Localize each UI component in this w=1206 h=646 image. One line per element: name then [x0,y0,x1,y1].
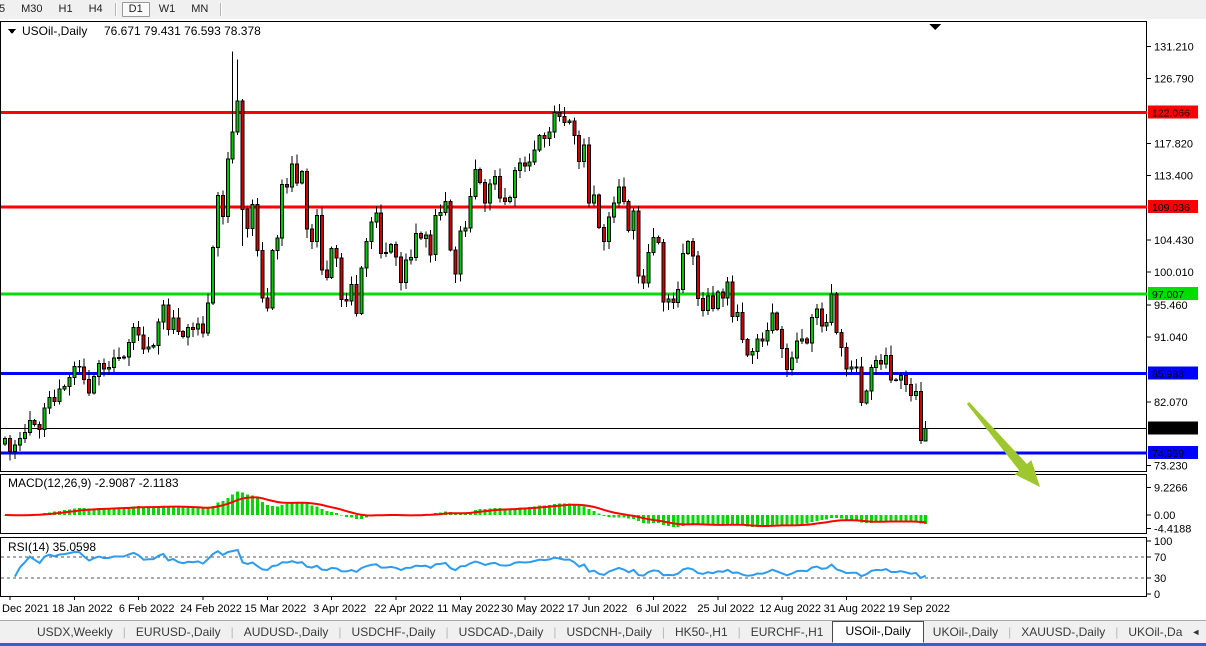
price-tick-label: 73.230 [1154,461,1188,473]
rsi-tick-label: 0 [1154,589,1160,601]
toolbar-separator [220,3,223,16]
tab-separator: | [661,625,665,639]
tab-separator: | [1008,625,1012,639]
date-label: 12 Aug 2022 [759,603,821,615]
tab-usoil-daily[interactable]: USOil-,Daily [832,621,924,643]
price-level-badge-label: 78.378 [1152,423,1184,435]
chart-shift-marker[interactable] [929,24,941,30]
price-tick-label: 131.210 [1154,42,1194,54]
price-tick-label: 100.010 [1154,267,1194,279]
window-bottom-border [0,643,1206,646]
timeframe-5-button[interactable]: 5 [0,3,6,15]
rsi-indicator-label: RSI(14) 35.0598 [8,540,96,554]
price-tick-label: 113.400 [1154,170,1193,182]
tab-separator: | [737,625,741,639]
price-level-badge-label: 85.988 [1152,368,1184,380]
chart-title-ohlc: 76.671 79.431 76.593 78.378 [104,24,261,38]
price-tick-label: 117.820 [1154,138,1193,150]
price-level-badge-label: 122.066 [1152,108,1190,120]
price-level-badge [1148,446,1198,460]
toolbar-separator [114,3,117,16]
date-label: 24 Feb 2022 [180,603,242,615]
tab-separator: | [445,625,449,639]
price-level-badge [1148,366,1198,380]
tab-usdx-weekly[interactable]: USDX,Weekly [37,624,113,639]
price-level-badge [1148,286,1198,300]
chart-title-symbol: USOil-,Daily [22,24,87,38]
macd-indicator-label: MACD(12,26,9) -2.9087 -2.1183 [8,476,179,490]
timeframe-d1-button[interactable]: D1 [121,2,150,17]
price-level-badge-label: 109.036 [1152,202,1190,214]
chart-canvas[interactable]: 131.210 126.790 117.820 113.400 104.430 100.0… [0,19,1206,620]
price-level-badge [1148,105,1198,119]
tab-hk50-h1[interactable]: HK50-,H1 [674,624,728,639]
rsi-tick-label: 100 [1154,536,1172,548]
date-label: 3 Apr 2022 [313,603,366,615]
tab-separator: | [230,625,234,639]
rsi-line [14,548,927,580]
date-label: 6 Jul 2022 [636,603,687,615]
date-label: 18 Jan 2022 [52,603,113,615]
tab-scroll-controls: ◄ ► [1191,627,1206,637]
macd-tick-label: -4.4188 [1154,523,1191,535]
tab-separator: | [1115,625,1119,639]
chart-tabs-bar: USDX,Weekly | EURUSD-,Daily | AUDUSD-,Daily |… [0,620,1206,643]
candles-up [3,100,928,452]
date-label: 22 Apr 2022 [374,603,433,615]
date-label: 17 Jun 2022 [567,603,628,615]
timeframe-h4-button[interactable]: H4 [88,3,103,15]
tab-eurusd-daily[interactable]: EURUSD-,Daily [135,624,221,639]
rsi-panel[interactable] [0,537,1147,597]
tab-scroll-left-icon[interactable]: ◄ [1191,627,1201,637]
main-price-panel[interactable] [0,21,1147,472]
candles-down [7,100,923,452]
timeframe-toolbar: 5 M30 H1 H4 D1 W1 MN [0,0,1206,19]
price-level-badge [1148,199,1198,213]
price-tick-label: 95.460 [1154,300,1188,312]
macd-tick-label: 9.2266 [1154,482,1188,494]
timeframe-m30-button[interactable]: M30 [21,3,43,15]
date-label: 6 Feb 2022 [119,603,175,615]
tab-audusd-daily[interactable]: AUDUSD-,Daily [243,624,329,639]
price-level-badge-label: 97.007 [1152,289,1184,301]
price-tick-label: 91.040 [1154,332,1188,344]
tab-usdcnh-daily[interactable]: USDCNH-,Daily [566,624,652,639]
tab-usdcad-daily[interactable]: USDCAD-,Daily [458,624,544,639]
timeframe-h1-button[interactable]: H1 [58,3,73,15]
tab-ukoil-daily[interactable]: UKOil-,Daily [932,624,999,639]
timeframe-w1-button[interactable]: W1 [158,3,176,15]
tab-eurchf-h1[interactable]: EURCHF-,H1 [750,624,824,639]
date-label: 25 Jul 2022 [697,603,754,615]
tab-separator: | [338,625,342,639]
price-tick-label: 82.070 [1154,397,1188,409]
macd-histogram [3,491,928,528]
tab-separator: | [553,625,557,639]
date-label: 11 May 2022 [437,603,500,615]
rsi-tick-label: 30 [1154,573,1166,585]
chart-title-dropdown-icon[interactable] [8,29,16,34]
trend-arrow-annotation[interactable] [966,402,1040,487]
date-label: 30 May 2022 [501,603,565,615]
price-level-badge [1148,421,1198,435]
rsi-tick-label: 70 [1154,552,1166,564]
macd-tick-label: 0.00 [1154,510,1175,522]
price-tick-label: 104.430 [1154,235,1194,247]
price-tick-label: 126.790 [1154,73,1194,85]
price-level-badge-label: 74.969 [1152,448,1184,460]
tab-ukoil-da[interactable]: UKOil-,Da [1128,624,1183,639]
timeframe-mn-button[interactable]: MN [191,3,209,15]
macd-signal-line [4,496,926,527]
date-label: 15 Mar 2022 [244,603,306,615]
tab-usdchf-daily[interactable]: USDCHF-,Daily [351,624,436,639]
date-label: 31 Aug 2022 [824,603,886,615]
tab-xauusd-daily[interactable]: XAUUSD-,Daily [1021,624,1106,639]
date-label: 30 Dec 2021 [0,603,49,615]
date-label: 19 Sep 2022 [888,603,950,615]
tab-separator: | [122,625,126,639]
